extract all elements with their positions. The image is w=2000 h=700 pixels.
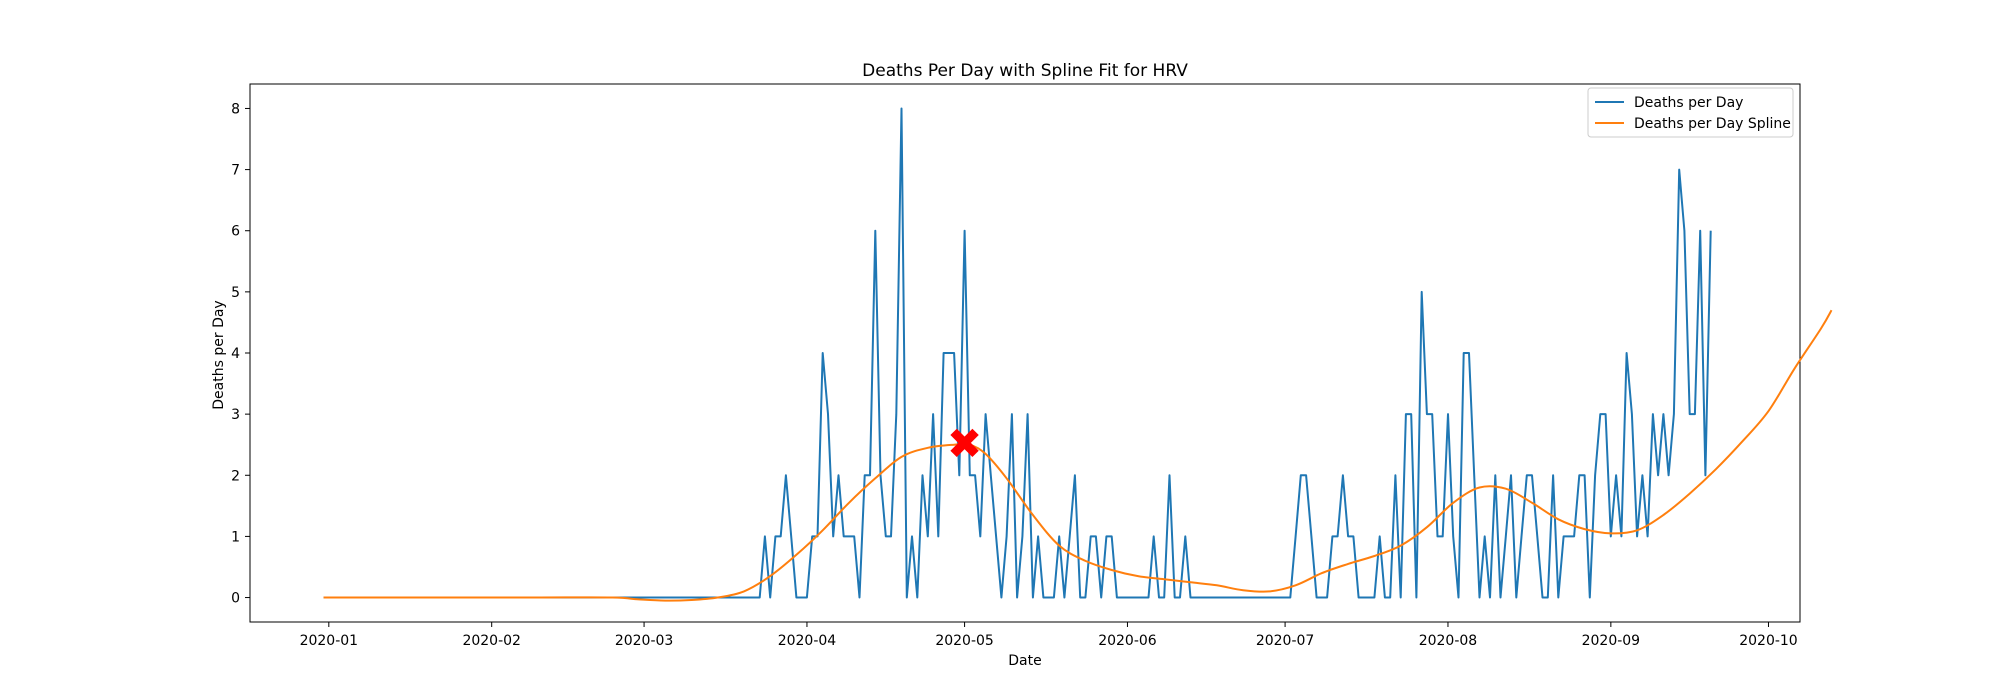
y-tick-label: 1: [231, 529, 240, 545]
legend-label-deaths-per-day: Deaths per Day: [1634, 95, 1743, 111]
x-tick-label: 2020-04: [778, 633, 837, 649]
x-tick-label: 2020-02: [462, 633, 521, 649]
y-tick-label: 7: [231, 163, 240, 179]
x-tick-label: 2020-10: [1739, 633, 1798, 649]
y-tick-label: 2: [231, 468, 240, 484]
x-tick-label: 2020-05: [935, 633, 994, 649]
legend-label-deaths-per-day-spline: Deaths per Day Spline: [1634, 116, 1791, 132]
y-tick-label: 4: [231, 346, 240, 362]
y-tick-label: 6: [231, 224, 240, 240]
y-tick-label: 0: [231, 591, 240, 607]
plot-area: 0 1 2 3 4 5 6 7 8 2020-01 2020-02 2020-03 2020-04 202…: [231, 83, 1833, 649]
series-deaths-per-day-spline: [323, 309, 1833, 602]
x-tick-label: 2020-07: [1256, 633, 1315, 649]
legend: Deaths per Day Deaths per Day Spline: [1587, 87, 1794, 138]
y-tick-label: 5: [231, 285, 240, 301]
x-tick-label: 2020-09: [1582, 633, 1641, 649]
y-axis-label: Deaths per Day: [211, 300, 227, 409]
chart-title: Deaths Per Day with Spline Fit for HRV: [862, 61, 1188, 81]
x-tick-label: 2020-08: [1419, 633, 1478, 649]
x-tick-label: 2020-03: [615, 633, 674, 649]
y-tick-label: 3: [231, 407, 240, 423]
legend-box: [1587, 87, 1794, 138]
y-tick-label: 8: [231, 101, 240, 117]
x-tick-label: 2020-01: [300, 633, 359, 649]
x-tick-label: 2020-06: [1098, 633, 1157, 649]
peak-marker: [950, 428, 979, 458]
x-axis-label: Date: [1008, 653, 1041, 669]
